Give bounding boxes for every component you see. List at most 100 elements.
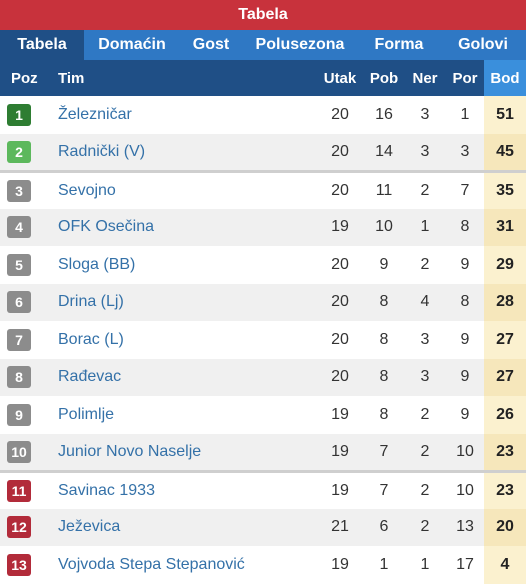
position-badge: 8: [7, 366, 31, 389]
draws-cell: 1: [420, 555, 430, 573]
draws-cell: 2: [404, 433, 446, 473]
position-badge: 2: [7, 140, 31, 163]
table-row[interactable]: 11 Savinac 1933 19 7 2 10 23: [0, 471, 526, 509]
team-name-cell[interactable]: Ježevica: [58, 518, 121, 536]
position-badge: 9: [7, 403, 31, 426]
played-cell: 20: [331, 181, 349, 199]
table-row[interactable]: 3 Sevojno 20 11 2 7 35: [0, 171, 526, 209]
points-cell: 28: [484, 283, 526, 321]
team-name-cell[interactable]: Drina (Lj): [58, 293, 124, 311]
team-name-cell[interactable]: Polimlje: [58, 405, 115, 423]
tab-domacin[interactable]: Domaćin: [98, 36, 166, 53]
points-cell: 51: [484, 96, 526, 134]
table-row[interactable]: 7 Borac (L) 20 8 3 9 27: [0, 321, 526, 359]
points-cell: 29: [484, 246, 526, 284]
team-name-cell[interactable]: Vojvoda Stepa Stepanović: [58, 555, 245, 573]
position-cell: 11: [0, 471, 50, 509]
played-cell: 21: [331, 518, 349, 536]
team-name-cell[interactable]: OFK Osečina: [58, 218, 155, 236]
table-row[interactable]: 4 OFK Osečina 19 10 1 8 31: [0, 208, 526, 247]
position-cell: 1: [0, 96, 50, 134]
table-row[interactable]: 10 Junior Novo Naselje 19 7 2 10 23: [0, 433, 526, 473]
team-name-cell[interactable]: Sevojno: [58, 181, 116, 199]
table-row[interactable]: 13 Vojvoda Stepa Stepanović 19 1 1 17 4: [0, 546, 526, 584]
column-header-bod[interactable]: Bod: [484, 60, 526, 96]
position-cell: 10: [0, 433, 50, 473]
played-cell: 20: [331, 105, 349, 123]
standings-table: Poz Tim Utak Pob Ner Por Bod 1 Železničar…: [0, 60, 526, 584]
position-cell: 3: [0, 171, 50, 209]
losses-cell: 10: [456, 481, 474, 499]
position-badge: 4: [7, 216, 31, 239]
points-cell: 45: [484, 133, 526, 173]
team-name-cell[interactable]: Borac (L): [58, 330, 124, 348]
losses-cell: 8: [460, 218, 470, 236]
wins-cell: 8: [379, 368, 389, 386]
draws-cell: 3: [420, 330, 430, 348]
wins-cell: 7: [364, 433, 404, 473]
table-row[interactable]: 2 Radnički (V) 20 14 3 3 45: [0, 133, 526, 173]
losses-cell: 3: [446, 133, 484, 173]
wins-cell: 10: [375, 218, 393, 236]
table-row[interactable]: 1 Železničar 20 16 3 1 51: [0, 96, 526, 134]
wins-cell: 9: [379, 255, 389, 273]
tab-tabela[interactable]: Tabela: [0, 30, 84, 60]
team-name-cell[interactable]: Junior Novo Naselje: [50, 433, 316, 473]
losses-cell: 9: [460, 368, 470, 386]
wins-cell: 7: [379, 481, 389, 499]
position-badge: 3: [7, 179, 31, 202]
points-cell: 31: [484, 208, 526, 246]
team-name-cell[interactable]: Rađevac: [58, 368, 122, 386]
draws-cell: 2: [420, 405, 430, 423]
points-cell: 35: [484, 171, 526, 209]
tab-bar: Tabela Domaćin Gost Polusezona Forma Gol…: [0, 30, 526, 60]
wins-cell: 1: [379, 555, 389, 573]
draws-cell: 2: [420, 481, 430, 499]
column-header-ner[interactable]: Ner: [412, 69, 438, 87]
draws-cell: 1: [420, 218, 430, 236]
position-cell: 9: [0, 396, 50, 434]
table-header-row: Poz Tim Utak Pob Ner Por Bod: [0, 60, 526, 96]
column-header-por[interactable]: Por: [452, 69, 478, 87]
team-name-cell[interactable]: Radnički (V): [50, 133, 316, 173]
column-header-poz[interactable]: Poz: [11, 69, 38, 87]
points-cell: 20: [484, 508, 526, 546]
table-row[interactable]: 12 Ježevica 21 6 2 13 20: [0, 508, 526, 547]
tab-polusezona[interactable]: Polusezona: [255, 36, 345, 53]
played-cell: 20: [331, 330, 349, 348]
table-title: Tabela: [0, 0, 526, 30]
column-header-tim[interactable]: Tim: [58, 69, 85, 87]
table-row[interactable]: 8 Rađevac 20 8 3 9 27: [0, 358, 526, 397]
draws-cell: 3: [404, 133, 446, 173]
position-cell: 4: [0, 209, 50, 247]
team-name-cell[interactable]: Železničar: [58, 105, 132, 123]
team-name-cell[interactable]: Sloga (BB): [58, 255, 136, 273]
points-cell: 27: [484, 358, 526, 396]
position-badge: 11: [7, 479, 31, 502]
position-cell: 6: [0, 284, 50, 322]
points-cell: 4: [484, 546, 526, 584]
position-badge: 5: [7, 253, 31, 276]
column-header-pob[interactable]: Pob: [369, 69, 399, 87]
column-header-utak[interactable]: Utak: [323, 69, 357, 87]
tab-golovi[interactable]: Golovi: [458, 36, 508, 53]
table-row[interactable]: 6 Drina (Lj) 20 8 4 8 28: [0, 283, 526, 322]
points-cell: 27: [484, 321, 526, 359]
tab-forma[interactable]: Forma: [374, 36, 424, 53]
wins-cell: 8: [379, 293, 389, 311]
losses-cell: 9: [460, 405, 470, 423]
wins-cell: 8: [379, 405, 389, 423]
table-row[interactable]: 9 Polimlje 19 8 2 9 26: [0, 396, 526, 434]
wins-cell: 8: [379, 330, 389, 348]
position-cell: 7: [0, 321, 50, 359]
position-cell: 2: [0, 133, 50, 173]
wins-cell: 6: [379, 518, 389, 536]
position-cell: 5: [0, 246, 50, 284]
played-cell: 19: [331, 405, 349, 423]
tab-gost[interactable]: Gost: [192, 36, 230, 53]
position-cell: 12: [0, 509, 50, 547]
position-cell: 8: [0, 359, 50, 397]
draws-cell: 2: [420, 518, 430, 536]
team-name-cell[interactable]: Savinac 1933: [58, 481, 155, 499]
table-row[interactable]: 5 Sloga (BB) 20 9 2 9 29: [0, 246, 526, 284]
